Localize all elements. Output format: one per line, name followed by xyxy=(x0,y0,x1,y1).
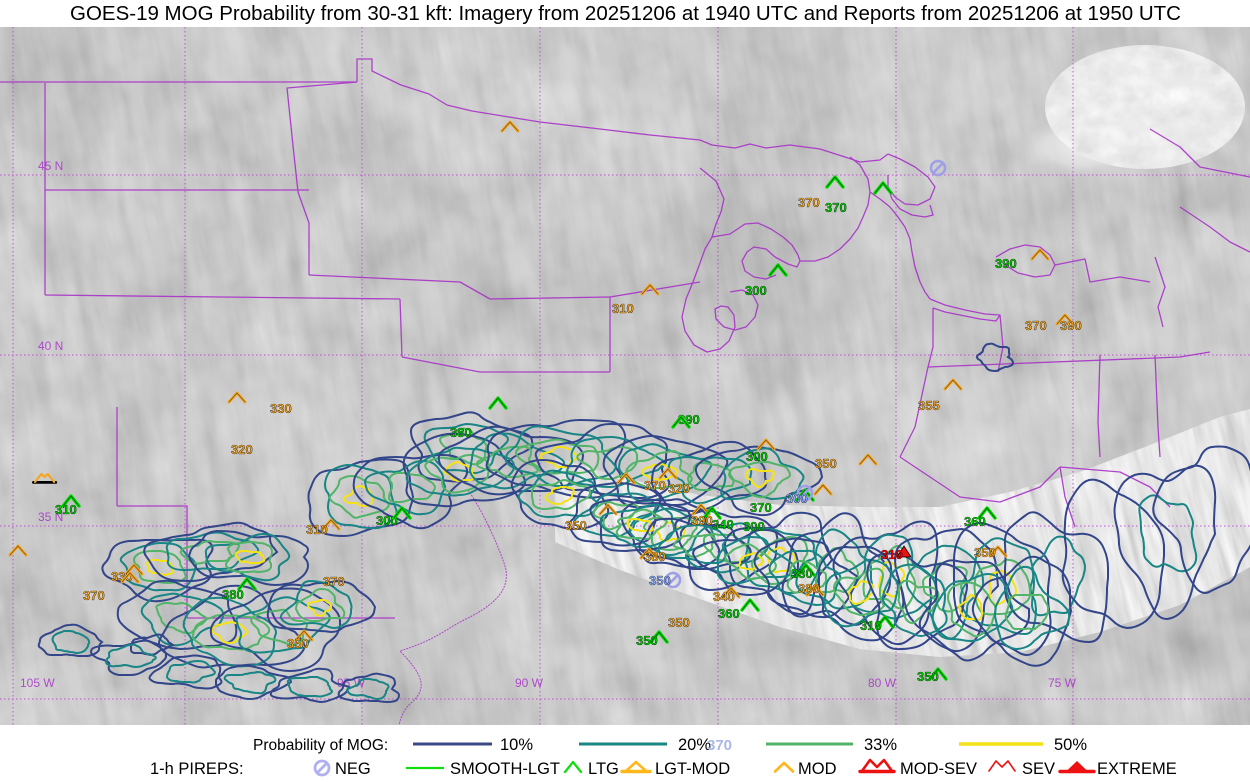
svg-text:310: 310 xyxy=(306,522,328,537)
svg-text:350: 350 xyxy=(668,615,690,630)
svg-text:390: 390 xyxy=(995,256,1017,271)
svg-text:45 N: 45 N xyxy=(38,159,63,173)
svg-text:390: 390 xyxy=(691,513,713,528)
svg-text:370: 370 xyxy=(1025,318,1047,333)
svg-text:320: 320 xyxy=(668,481,690,496)
svg-text:300: 300 xyxy=(786,491,808,506)
svg-text:SEV: SEV xyxy=(1022,760,1055,778)
svg-text:80 W: 80 W xyxy=(868,676,897,690)
svg-text:350: 350 xyxy=(287,636,309,651)
svg-text:NEG: NEG xyxy=(335,760,371,778)
svg-text:370: 370 xyxy=(644,478,666,493)
svg-text:310: 310 xyxy=(612,301,634,316)
svg-text:50%: 50% xyxy=(1054,736,1087,754)
svg-text:310: 310 xyxy=(860,618,882,633)
svg-text:380: 380 xyxy=(644,549,666,564)
svg-text:370: 370 xyxy=(798,195,820,210)
svg-text:MOD: MOD xyxy=(798,760,837,778)
svg-text:105 W: 105 W xyxy=(20,676,55,690)
svg-text:355: 355 xyxy=(918,398,940,413)
svg-text:340: 340 xyxy=(713,589,735,604)
svg-text:340: 340 xyxy=(712,517,734,532)
svg-text:75 W: 75 W xyxy=(1048,676,1077,690)
svg-text:360: 360 xyxy=(718,606,740,621)
svg-text:350: 350 xyxy=(917,669,939,684)
svg-text:380: 380 xyxy=(222,587,244,602)
svg-text:90 W: 90 W xyxy=(515,676,544,690)
svg-text:10%: 10% xyxy=(500,736,533,754)
svg-text:MOD-SEV: MOD-SEV xyxy=(900,760,977,778)
svg-text:SMOOTH-LGT: SMOOTH-LGT xyxy=(450,760,560,778)
svg-text:Probability of MOG:: Probability of MOG: xyxy=(253,737,388,754)
svg-text:320: 320 xyxy=(231,442,253,457)
svg-text:310: 310 xyxy=(55,502,77,517)
svg-text:300: 300 xyxy=(746,449,768,464)
svg-text:EXTREME: EXTREME xyxy=(1097,760,1177,778)
svg-text:350: 350 xyxy=(815,456,837,471)
svg-text:33%: 33% xyxy=(864,736,897,754)
svg-text:40 N: 40 N xyxy=(38,339,63,353)
svg-text:310: 310 xyxy=(881,547,903,562)
svg-text:370: 370 xyxy=(750,500,772,515)
svg-text:LTG: LTG xyxy=(588,760,619,778)
svg-text:360: 360 xyxy=(964,514,986,529)
svg-text:350: 350 xyxy=(565,518,587,533)
svg-text:350: 350 xyxy=(649,573,671,588)
svg-text:330: 330 xyxy=(270,401,292,416)
svg-text:370: 370 xyxy=(825,200,847,215)
svg-text:330: 330 xyxy=(791,566,813,581)
svg-text:300: 300 xyxy=(745,283,767,298)
svg-text:1-h PIREPS:: 1-h PIREPS: xyxy=(150,760,244,778)
svg-text:LGT-MOD: LGT-MOD xyxy=(655,760,730,778)
svg-text:370: 370 xyxy=(707,737,732,754)
svg-text:370: 370 xyxy=(323,574,345,589)
svg-text:380: 380 xyxy=(798,581,820,596)
svg-text:300: 300 xyxy=(743,519,765,534)
svg-text:350: 350 xyxy=(636,633,658,648)
svg-text:350: 350 xyxy=(974,545,996,560)
svg-text:380: 380 xyxy=(450,425,472,440)
svg-text:370: 370 xyxy=(83,588,105,603)
svg-text:390: 390 xyxy=(1060,318,1082,333)
